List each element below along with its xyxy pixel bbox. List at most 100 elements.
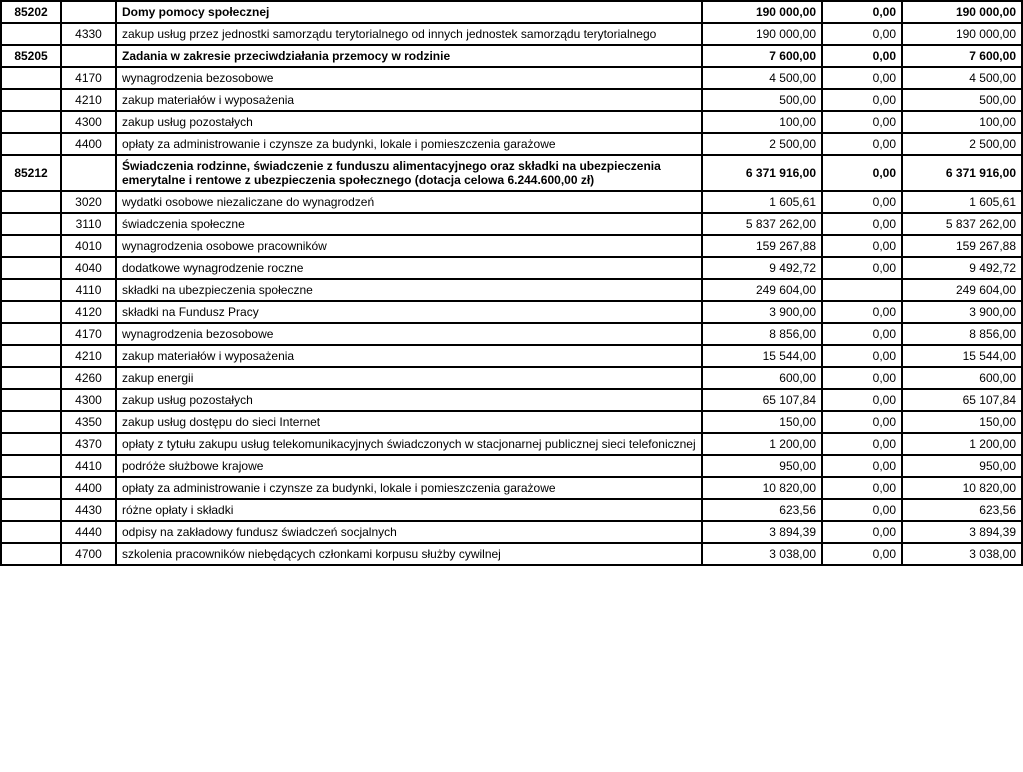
value1-cell: 600,00 (702, 367, 822, 389)
description-cell: wynagrodzenia bezosobowe (116, 323, 702, 345)
code-cell (1, 543, 61, 565)
value1-cell: 8 856,00 (702, 323, 822, 345)
table-row: 4440odpisy na zakładowy fundusz świadcze… (1, 521, 1022, 543)
table-row: 85212Świadczenia rodzinne, świadczenie z… (1, 155, 1022, 191)
code-cell (1, 345, 61, 367)
table-row: 4330zakup usług przez jednostki samorząd… (1, 23, 1022, 45)
value3-cell: 190 000,00 (902, 1, 1022, 23)
table-row: 4370opłaty z tytułu zakupu usług telekom… (1, 433, 1022, 455)
subcode-cell: 4430 (61, 499, 116, 521)
value2-cell: 0,00 (822, 67, 902, 89)
value2-cell: 0,00 (822, 89, 902, 111)
value2-cell: 0,00 (822, 499, 902, 521)
description-cell: odpisy na zakładowy fundusz świadczeń so… (116, 521, 702, 543)
table-row: 4110składki na ubezpieczenia społeczne24… (1, 279, 1022, 301)
value2-cell: 0,00 (822, 155, 902, 191)
table-row: 4430różne opłaty i składki623,560,00623,… (1, 499, 1022, 521)
value1-cell: 190 000,00 (702, 1, 822, 23)
subcode-cell: 3020 (61, 191, 116, 213)
value3-cell: 150,00 (902, 411, 1022, 433)
value1-cell: 6 371 916,00 (702, 155, 822, 191)
value3-cell: 6 371 916,00 (902, 155, 1022, 191)
code-cell (1, 477, 61, 499)
subcode-cell: 4120 (61, 301, 116, 323)
code-cell (1, 191, 61, 213)
value2-cell: 0,00 (822, 521, 902, 543)
description-cell: opłaty za administrowanie i czynsze za b… (116, 477, 702, 499)
table-row: 4700szkolenia pracowników niebędących cz… (1, 543, 1022, 565)
code-cell (1, 213, 61, 235)
value3-cell: 3 894,39 (902, 521, 1022, 543)
code-cell (1, 257, 61, 279)
value1-cell: 65 107,84 (702, 389, 822, 411)
value3-cell: 623,56 (902, 499, 1022, 521)
value2-cell: 0,00 (822, 543, 902, 565)
value1-cell: 159 267,88 (702, 235, 822, 257)
description-cell: zakup usług dostępu do sieci Internet (116, 411, 702, 433)
subcode-cell: 4110 (61, 279, 116, 301)
value3-cell: 65 107,84 (902, 389, 1022, 411)
subcode-cell: 4040 (61, 257, 116, 279)
description-cell: składki na Fundusz Pracy (116, 301, 702, 323)
code-cell (1, 133, 61, 155)
value2-cell: 0,00 (822, 411, 902, 433)
description-cell: zakup materiałów i wyposażenia (116, 345, 702, 367)
table-row: 3110świadczenia społeczne5 837 262,000,0… (1, 213, 1022, 235)
value2-cell: 0,00 (822, 367, 902, 389)
value3-cell: 600,00 (902, 367, 1022, 389)
description-cell: zakup energii (116, 367, 702, 389)
code-cell (1, 499, 61, 521)
value1-cell: 5 837 262,00 (702, 213, 822, 235)
code-cell (1, 67, 61, 89)
code-cell (1, 411, 61, 433)
value2-cell (822, 279, 902, 301)
budget-table: 85202Domy pomocy społecznej190 000,000,0… (0, 0, 1023, 566)
value3-cell: 1 605,61 (902, 191, 1022, 213)
table-row: 4410podróże służbowe krajowe950,000,0095… (1, 455, 1022, 477)
subcode-cell (61, 45, 116, 67)
value3-cell: 159 267,88 (902, 235, 1022, 257)
description-cell: różne opłaty i składki (116, 499, 702, 521)
value2-cell: 0,00 (822, 213, 902, 235)
value1-cell: 15 544,00 (702, 345, 822, 367)
table-row: 4400opłaty za administrowanie i czynsze … (1, 133, 1022, 155)
value1-cell: 150,00 (702, 411, 822, 433)
code-cell (1, 367, 61, 389)
value1-cell: 10 820,00 (702, 477, 822, 499)
subcode-cell: 4370 (61, 433, 116, 455)
table-row: 4210zakup materiałów i wyposażenia15 544… (1, 345, 1022, 367)
value1-cell: 7 600,00 (702, 45, 822, 67)
code-cell (1, 279, 61, 301)
value1-cell: 190 000,00 (702, 23, 822, 45)
value2-cell: 0,00 (822, 45, 902, 67)
subcode-cell: 4400 (61, 133, 116, 155)
description-cell: wynagrodzenia bezosobowe (116, 67, 702, 89)
code-cell (1, 389, 61, 411)
value3-cell: 4 500,00 (902, 67, 1022, 89)
description-cell: opłaty za administrowanie i czynsze za b… (116, 133, 702, 155)
subcode-cell: 4350 (61, 411, 116, 433)
code-cell: 85205 (1, 45, 61, 67)
value1-cell: 4 500,00 (702, 67, 822, 89)
value2-cell: 0,00 (822, 455, 902, 477)
description-cell: szkolenia pracowników niebędących członk… (116, 543, 702, 565)
code-cell: 85212 (1, 155, 61, 191)
value1-cell: 3 038,00 (702, 543, 822, 565)
table-row: 85202Domy pomocy społecznej190 000,000,0… (1, 1, 1022, 23)
value2-cell: 0,00 (822, 477, 902, 499)
code-cell (1, 455, 61, 477)
table-row: 4170wynagrodzenia bezosobowe8 856,000,00… (1, 323, 1022, 345)
subcode-cell: 4170 (61, 323, 116, 345)
value1-cell: 623,56 (702, 499, 822, 521)
description-cell: zakup usług pozostałych (116, 111, 702, 133)
code-cell (1, 323, 61, 345)
value1-cell: 249 604,00 (702, 279, 822, 301)
table-row: 4300zakup usług pozostałych100,000,00100… (1, 111, 1022, 133)
subcode-cell: 4300 (61, 389, 116, 411)
description-cell: dodatkowe wynagrodzenie roczne (116, 257, 702, 279)
value2-cell: 0,00 (822, 23, 902, 45)
value2-cell: 0,00 (822, 133, 902, 155)
table-row: 4350zakup usług dostępu do sieci Interne… (1, 411, 1022, 433)
value2-cell: 0,00 (822, 235, 902, 257)
code-cell (1, 23, 61, 45)
